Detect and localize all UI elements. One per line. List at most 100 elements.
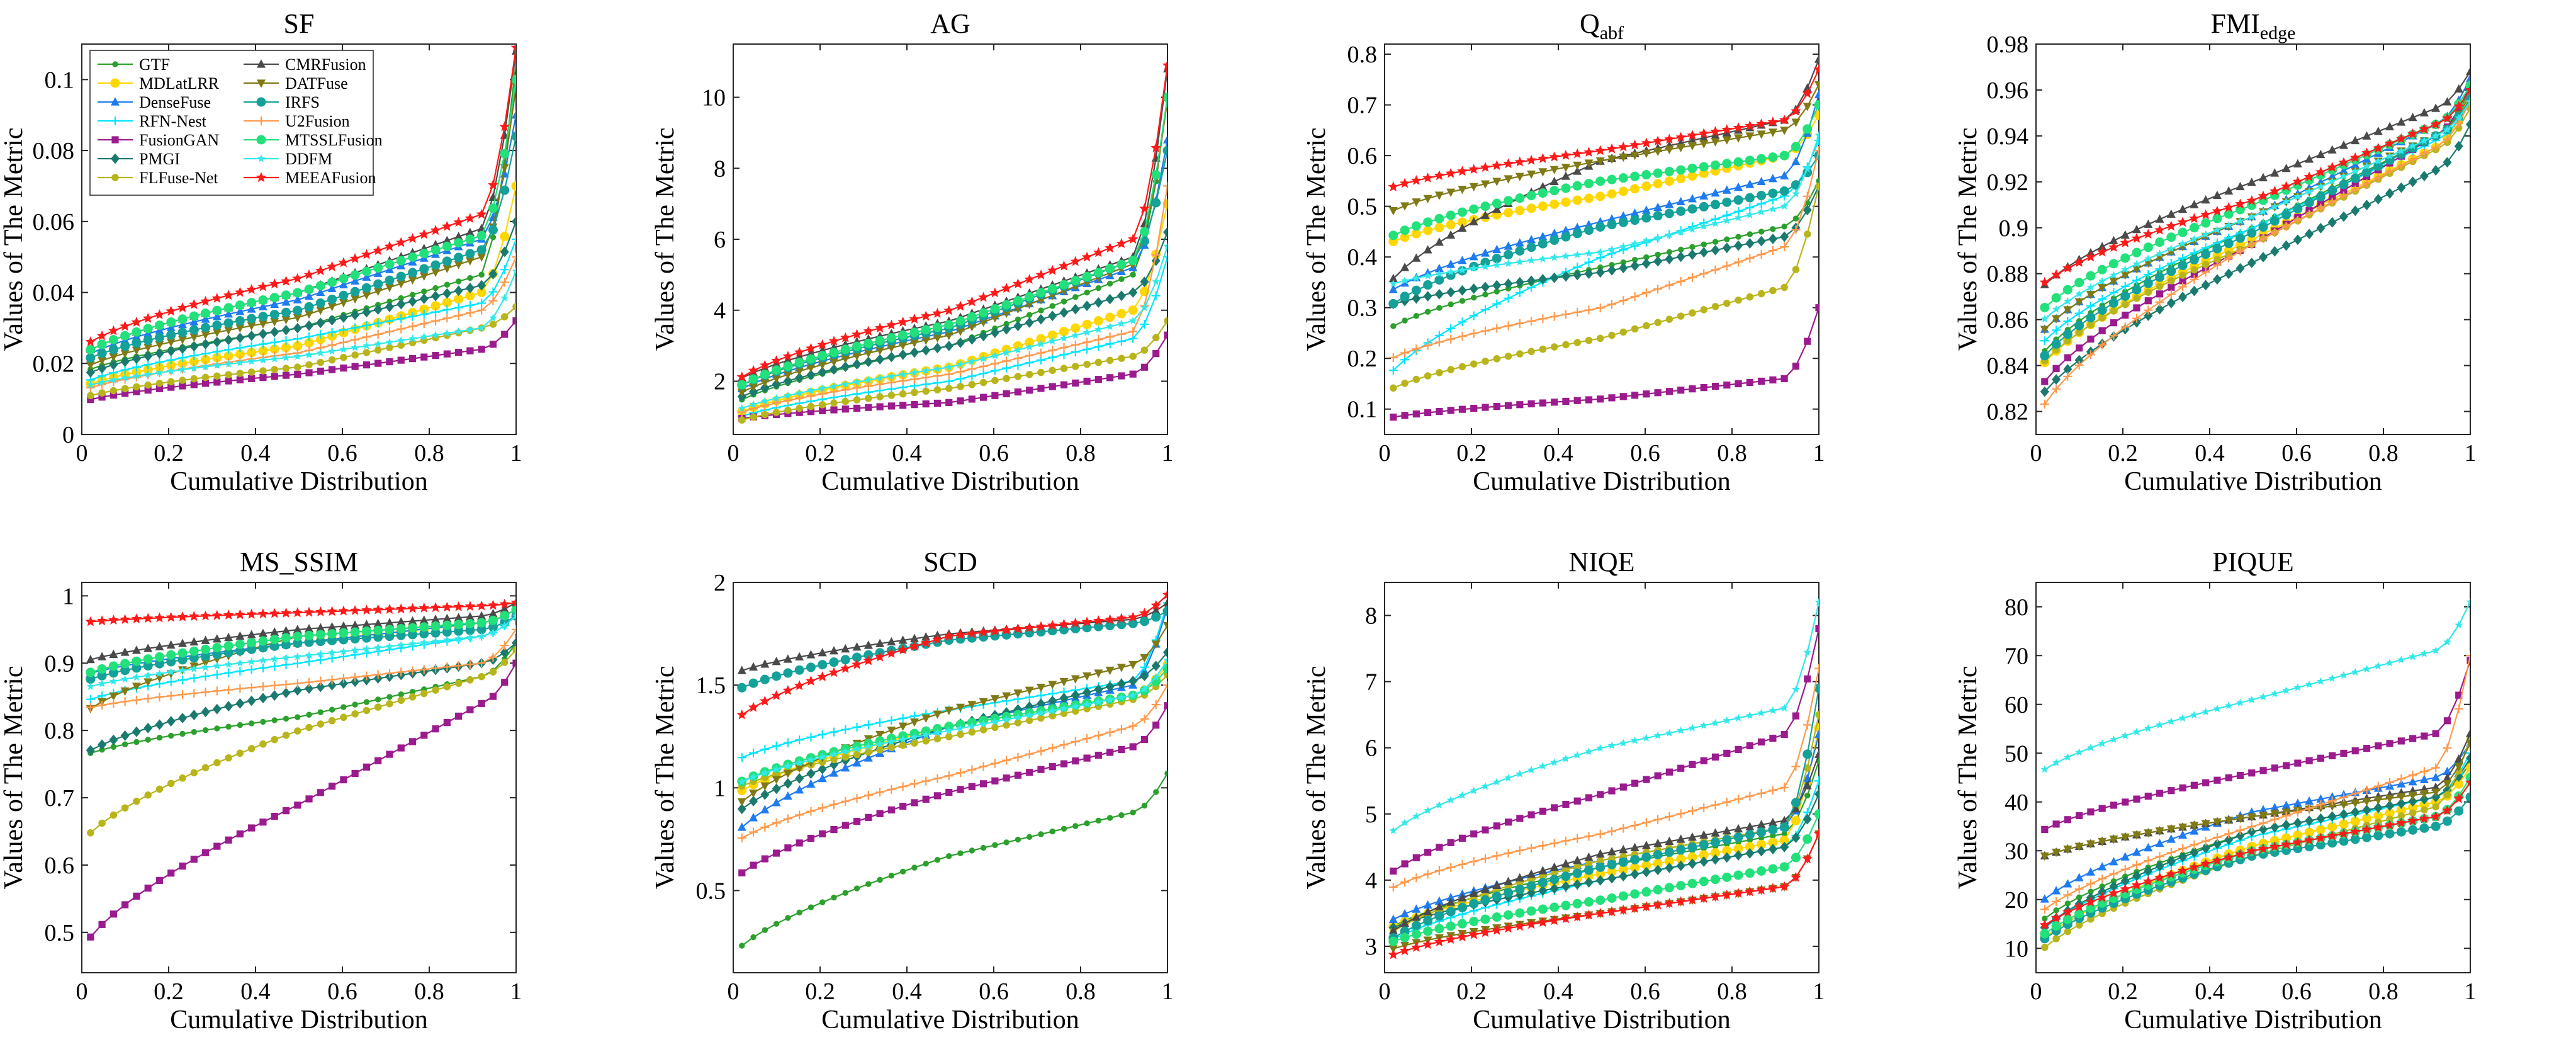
- data-point: [1151, 198, 1161, 208]
- data-point: [1412, 912, 1421, 921]
- data-point: [247, 683, 256, 693]
- data-point: [477, 659, 487, 668]
- data-point: [1434, 288, 1444, 300]
- data-point: [1573, 251, 1582, 258]
- data-point: [773, 849, 780, 857]
- data-point: [351, 646, 359, 654]
- data-point: [340, 704, 347, 710]
- data-point: [2144, 297, 2152, 305]
- data-point: [132, 338, 142, 348]
- data-point: [1015, 836, 1021, 843]
- data-point: [1515, 246, 1525, 256]
- data-point: [235, 631, 245, 640]
- data-point: [863, 356, 873, 367]
- data-point: [737, 682, 747, 693]
- data-point: [899, 370, 907, 378]
- data-point: [292, 607, 303, 618]
- data-point: [1411, 175, 1422, 185]
- data-point: [2063, 364, 2073, 375]
- data-point: [990, 759, 999, 768]
- data-point: [432, 285, 439, 292]
- data-point: [1504, 196, 1514, 206]
- x-tick-label: 0: [728, 440, 740, 467]
- plot-area: [2035, 582, 2471, 973]
- data-point: [292, 273, 303, 283]
- data-point: [2062, 907, 2073, 917]
- data-point: [1118, 354, 1125, 362]
- data-point: [179, 377, 186, 384]
- data-point: [783, 396, 792, 405]
- data-point: [2096, 892, 2108, 902]
- data-point: [1468, 929, 1480, 939]
- data-point: [1118, 812, 1125, 818]
- data-point: [806, 732, 816, 742]
- data-point: [1412, 344, 1421, 354]
- data-point: [143, 351, 153, 361]
- data-point: [1641, 213, 1651, 223]
- data-point: [294, 727, 301, 735]
- data-point: [1722, 242, 1731, 254]
- data-point: [1653, 284, 1663, 293]
- data-point: [225, 836, 232, 844]
- data-point: [1481, 305, 1490, 314]
- data-point: [795, 773, 804, 784]
- data-point: [863, 326, 874, 336]
- data-point: [2076, 344, 2083, 352]
- data-point: [1527, 811, 1535, 818]
- data-point: [191, 728, 197, 735]
- data-point: [979, 361, 988, 371]
- data-point: [921, 344, 931, 356]
- data-point: [2340, 186, 2348, 194]
- data-point: [488, 287, 498, 297]
- data-point: [783, 355, 792, 365]
- data-point: [1561, 754, 1570, 762]
- data-point: [2443, 779, 2452, 789]
- data-point: [1458, 791, 1466, 799]
- data-point: [1025, 343, 1033, 351]
- data-point: [1423, 907, 1432, 915]
- x-tick-label: 0.4: [892, 440, 922, 467]
- data-point: [979, 394, 987, 401]
- data-point: [201, 309, 211, 319]
- data-point: [1504, 175, 1513, 184]
- data-point: [2349, 826, 2361, 836]
- data-point: [1631, 239, 1639, 247]
- data-point: [2224, 268, 2234, 280]
- x-tick-label: 0.8: [1717, 440, 1747, 467]
- data-point: [294, 363, 301, 371]
- data-point: [1595, 908, 1606, 918]
- data-point: [1814, 135, 1819, 145]
- data-point: [97, 664, 107, 674]
- data-point: [1711, 718, 1719, 727]
- data-point: [247, 341, 256, 351]
- legend-label: PMGI: [139, 150, 180, 168]
- data-point: [1550, 253, 1558, 261]
- data-point: [1118, 745, 1125, 754]
- data-point: [86, 667, 96, 677]
- data-point: [1389, 279, 1398, 287]
- data-point: [282, 807, 290, 815]
- data-point: [305, 683, 314, 694]
- data-point: [1469, 329, 1478, 338]
- data-point: [1642, 236, 1651, 244]
- data-point: [2076, 812, 2083, 820]
- data-point: [1001, 625, 1012, 635]
- data-point: [1457, 903, 1467, 913]
- data-point: [386, 694, 393, 700]
- legend-marker: [256, 135, 266, 145]
- data-point: [1163, 181, 1167, 191]
- data-point: [294, 370, 301, 378]
- series-mtsslfusion: [86, 74, 516, 354]
- data-point: [1515, 173, 1524, 181]
- legend-marker: [257, 59, 266, 68]
- data-point: [2373, 822, 2384, 832]
- data-point: [2248, 769, 2256, 777]
- data-point: [190, 375, 198, 383]
- data-point: [1791, 142, 1801, 152]
- series-datfuse: [2040, 740, 2470, 861]
- data-point: [177, 327, 188, 337]
- data-point: [2051, 293, 2061, 303]
- data-point: [1492, 244, 1502, 254]
- data-point: [281, 660, 291, 669]
- data-point: [2258, 222, 2268, 232]
